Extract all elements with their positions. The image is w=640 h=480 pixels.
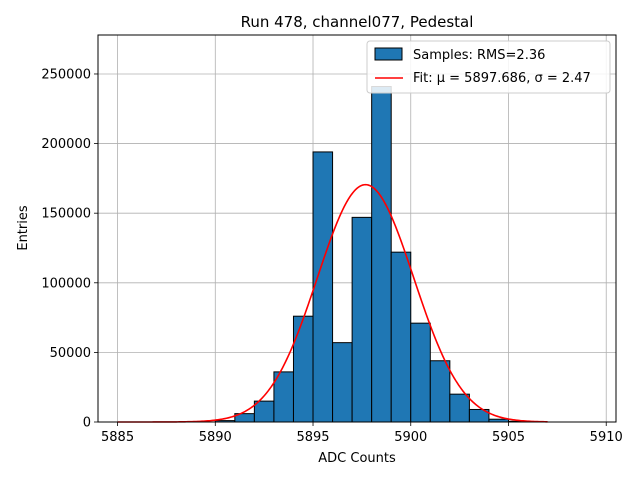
legend-label-samples: Samples: RMS=2.36 [413, 48, 545, 63]
y-tick-label: 100000 [41, 276, 91, 291]
histogram-bar [410, 322, 431, 423]
y-axis-label: Entries [16, 205, 31, 251]
histogram-bar [371, 86, 392, 423]
x-tick-label: 5895 [296, 430, 329, 445]
x-tick-label: 5905 [492, 430, 525, 445]
x-axis-label: ADC Counts [318, 451, 396, 466]
x-tick-label: 5910 [590, 430, 623, 445]
chart-title: Run 478, channel077, Pedestal [241, 13, 474, 31]
histogram-bar [253, 400, 275, 423]
y-tick-label: 250000 [41, 67, 91, 82]
y-tick-label: 0 [83, 416, 91, 431]
legend: Samples: RMS=2.36 Fit: μ = 5897.686, σ =… [366, 40, 611, 94]
histogram-bar [292, 315, 314, 423]
legend-swatch-samples [374, 47, 403, 61]
legend-label-fit: Fit: μ = 5897.686, σ = 2.47 [413, 71, 591, 86]
x-tick-label: 5900 [394, 430, 427, 445]
y-axis-ticks: 0 50000 100000 150000 200000 250000 [41, 67, 98, 431]
x-axis-ticks: 5885 5890 5895 5900 5905 5910 [101, 422, 623, 445]
histogram-bar [429, 360, 451, 423]
y-tick-label: 150000 [41, 207, 91, 222]
histogram-bar [351, 216, 373, 423]
histogram-bar [312, 151, 334, 423]
histogram-bar [390, 251, 412, 423]
x-tick-label: 5885 [101, 430, 134, 445]
y-tick-label: 200000 [41, 137, 91, 152]
histogram-bar [332, 342, 353, 423]
x-tick-label: 5890 [199, 430, 232, 445]
plot-frame [97, 34, 617, 423]
y-tick-label: 50000 [50, 346, 91, 361]
histogram-bar [449, 393, 470, 423]
legend-box [366, 40, 611, 94]
